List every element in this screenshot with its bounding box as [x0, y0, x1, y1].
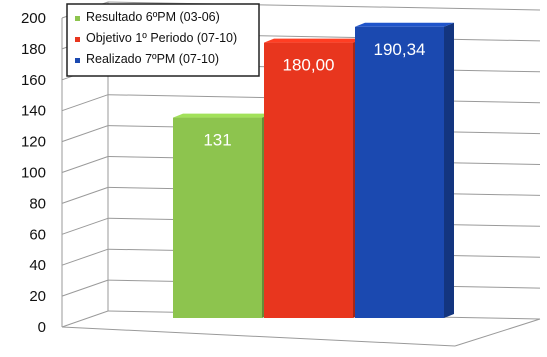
- legend-label: Resultado 6ºPM (03-06): [86, 10, 220, 24]
- y-tick-label: 0: [38, 319, 46, 336]
- bar-top: [355, 22, 454, 27]
- y-tick-label: 60: [29, 226, 46, 243]
- legend-swatch: [75, 58, 80, 63]
- gridline-left: [61, 186, 109, 204]
- legend: Resultado 6ºPM (03-06) Objetivo 1º Period…: [66, 3, 260, 77]
- gridline-left: [61, 125, 109, 143]
- y-tick-label: 160: [21, 72, 46, 89]
- bar-value-label: 190,34: [374, 40, 426, 59]
- gridline-left: [61, 248, 109, 266]
- legend-label: Objetivo 1º Periodo (07-10): [86, 31, 237, 45]
- legend-swatch: [75, 37, 80, 42]
- legend-swatch: [75, 16, 80, 21]
- bar-value-label: 180,00: [283, 56, 335, 75]
- bar-group: 131: [173, 113, 272, 318]
- y-tick-label: 40: [29, 257, 46, 274]
- bar-side: [444, 22, 454, 319]
- y-tick-label: 200: [21, 10, 46, 27]
- bar-top: [264, 38, 363, 43]
- y-tick-label: 140: [21, 103, 46, 120]
- bar-group: 180,00: [264, 38, 363, 318]
- y-tick-label: 120: [21, 134, 46, 151]
- y-axis: 0 20 40 60 80 100 120 140 160 180 200: [21, 10, 46, 336]
- gridline-left: [61, 310, 109, 328]
- floor-edge-right: [454, 318, 541, 347]
- bars-layer: 131 180,00 190,34: [173, 22, 454, 319]
- bar-top: [173, 113, 272, 118]
- bar: [355, 26, 444, 319]
- bar-group: 190,34: [355, 22, 454, 319]
- legend-label: Realizado 7ºPM (07-10): [86, 52, 219, 66]
- y-tick-label: 80: [29, 195, 46, 212]
- y-tick-label: 180: [21, 41, 46, 58]
- gridline-left: [61, 156, 109, 173]
- gridline-left: [61, 94, 109, 112]
- legend-box: [66, 3, 260, 77]
- bar-value-label: 131: [203, 131, 231, 150]
- bar: [173, 117, 262, 318]
- y-tick-label: 20: [29, 288, 46, 305]
- y-tick-label: 100: [21, 165, 46, 182]
- bar: [264, 42, 353, 318]
- gridline-left: [61, 217, 109, 235]
- gridline-left: [61, 279, 109, 297]
- floor-edge: [61, 326, 456, 347]
